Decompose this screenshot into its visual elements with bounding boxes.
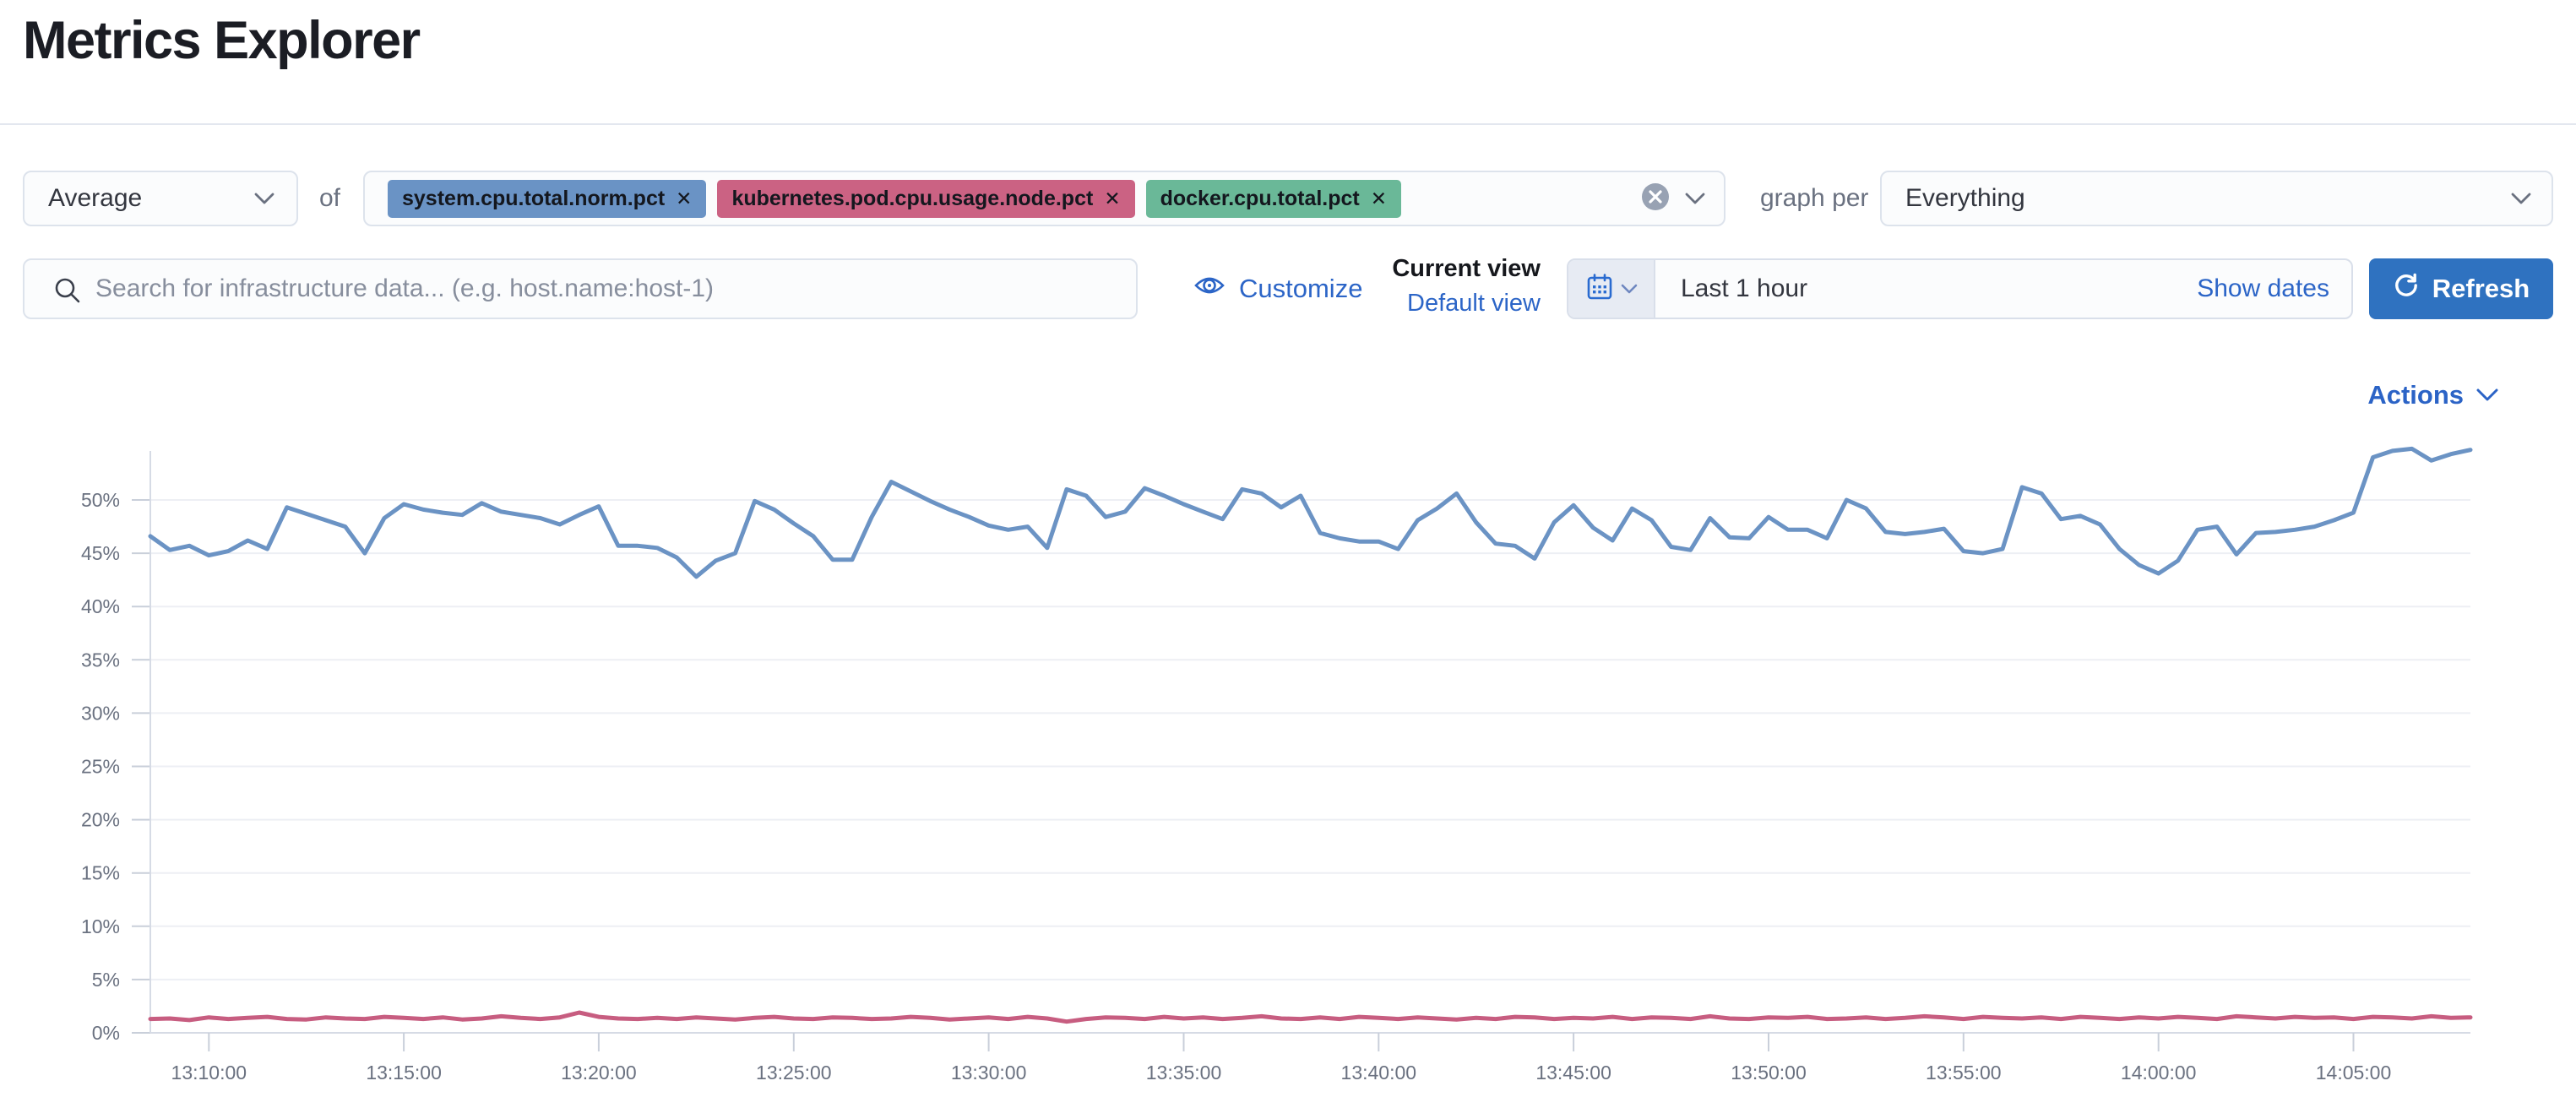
graph-per-label: graph per	[1760, 184, 1869, 212]
svg-text:35%: 35%	[81, 649, 120, 671]
show-dates-button[interactable]: Show dates	[2197, 274, 2329, 302]
aggregation-select[interactable]: Average	[23, 171, 298, 226]
chevron-down-icon[interactable]	[1685, 193, 1705, 205]
search-box	[23, 258, 1138, 319]
svg-text:13:35:00: 13:35:00	[1146, 1062, 1222, 1084]
page-title: Metrics Explorer	[23, 11, 421, 70]
super-date-picker: Last 1 hour Show dates	[1567, 258, 2353, 319]
svg-text:14:05:00: 14:05:00	[2316, 1062, 2392, 1084]
metric-badge-label: kubernetes.pod.cpu.usage.node.pct	[731, 186, 1094, 210]
of-label: of	[319, 184, 341, 212]
refresh-button[interactable]: Refresh	[2369, 258, 2553, 319]
svg-text:45%: 45%	[81, 542, 120, 564]
chevron-down-icon	[2476, 388, 2498, 402]
header-divider	[0, 123, 2576, 125]
svg-text:13:40:00: 13:40:00	[1341, 1062, 1417, 1084]
metric-badge-system-cpu[interactable]: system.cpu.total.norm.pct ✕	[388, 179, 707, 218]
date-quick-select-button[interactable]	[1568, 260, 1655, 318]
refresh-icon	[2393, 272, 2420, 306]
current-view-label: Current view	[1392, 255, 1541, 282]
refresh-label: Refresh	[2432, 274, 2530, 303]
group-by-value: Everything	[1905, 184, 2025, 212]
actions-menu-button[interactable]: Actions	[2367, 380, 2498, 410]
remove-metric-icon[interactable]: ✕	[676, 187, 693, 209]
actions-label: Actions	[2367, 380, 2464, 410]
metric-badge-kubernetes-pod-cpu[interactable]: kubernetes.pod.cpu.usage.node.pct ✕	[717, 179, 1135, 218]
chevron-down-icon	[1621, 284, 1638, 295]
svg-text:13:10:00: 13:10:00	[171, 1062, 247, 1084]
svg-text:5%: 5%	[92, 969, 120, 991]
svg-text:20%: 20%	[81, 809, 120, 831]
svg-text:13:55:00: 13:55:00	[1926, 1062, 2002, 1084]
metrics-chart-svg[interactable]: 50% 45% 40% 35% 30% 25% 20% 15% 10% 5% 0% 13:10:00 1…	[0, 439, 2576, 1108]
svg-text:30%: 30%	[81, 702, 120, 724]
svg-text:50%: 50%	[81, 489, 120, 511]
search-input[interactable]	[95, 262, 1109, 316]
remove-metric-icon[interactable]: ✕	[1104, 187, 1121, 209]
metric-badge-docker-cpu[interactable]: docker.cpu.total.pct ✕	[1145, 179, 1402, 218]
metric-badges: system.cpu.total.norm.pct ✕ kubernetes.p…	[388, 179, 1402, 218]
svg-text:10%: 10%	[81, 915, 120, 937]
calendar-icon	[1585, 273, 1614, 306]
svg-text:13:50:00: 13:50:00	[1731, 1062, 1807, 1084]
svg-text:13:20:00: 13:20:00	[561, 1062, 637, 1084]
metric-badge-label: system.cpu.total.norm.pct	[402, 186, 666, 210]
metrics-chart[interactable]: 50% 45% 40% 35% 30% 25% 20% 15% 10% 5% 0% 13:10:00 1…	[0, 439, 2576, 1108]
svg-text:40%: 40%	[81, 595, 120, 617]
metrics-combobox[interactable]: system.cpu.total.norm.pct ✕ kubernetes.p…	[363, 171, 1725, 226]
chevron-down-icon	[254, 193, 274, 205]
clear-all-metrics-button[interactable]	[1641, 182, 1670, 215]
date-range-value[interactable]: Last 1 hour	[1681, 274, 1808, 302]
customize-button[interactable]: Customize	[1193, 258, 1362, 319]
eye-icon	[1193, 269, 1226, 308]
default-view-link[interactable]: Default view	[1407, 290, 1541, 317]
metric-badge-label: docker.cpu.total.pct	[1160, 186, 1360, 210]
svg-text:13:30:00: 13:30:00	[951, 1062, 1027, 1084]
search-icon	[53, 276, 82, 309]
svg-text:13:45:00: 13:45:00	[1535, 1062, 1611, 1084]
chevron-down-icon	[2511, 193, 2531, 205]
aggregation-value: Average	[48, 184, 143, 212]
svg-text:25%: 25%	[81, 756, 120, 778]
svg-text:15%: 15%	[81, 862, 120, 884]
remove-metric-icon[interactable]: ✕	[1370, 187, 1388, 209]
group-by-select[interactable]: Everything	[1880, 171, 2553, 226]
view-switcher: Current view Default view	[1318, 253, 1541, 318]
svg-text:14:00:00: 14:00:00	[2121, 1062, 2197, 1084]
svg-text:0%: 0%	[92, 1022, 120, 1044]
svg-text:13:15:00: 13:15:00	[366, 1062, 442, 1084]
customize-label: Customize	[1239, 274, 1363, 303]
svg-text:13:25:00: 13:25:00	[756, 1062, 832, 1084]
